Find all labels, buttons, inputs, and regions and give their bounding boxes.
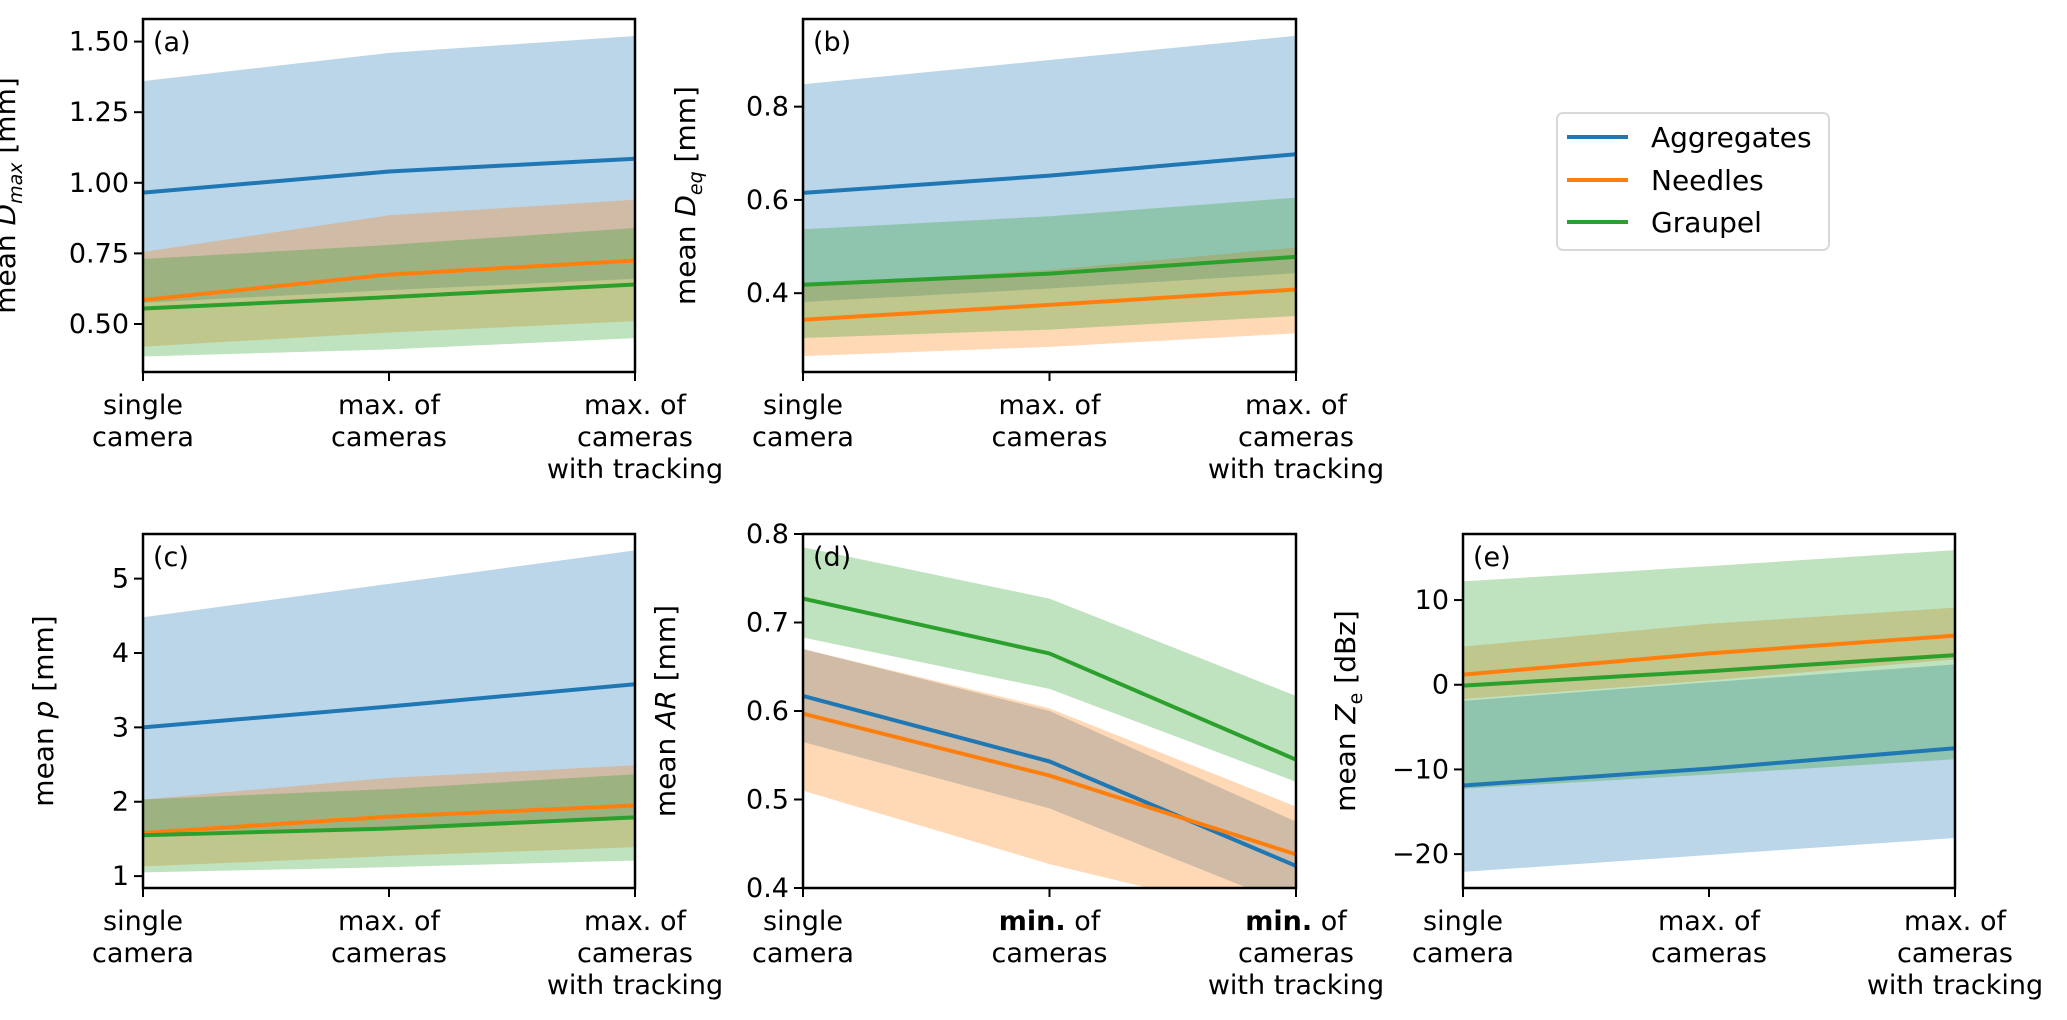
panel-b: 0.4 0.6 0.8 single camera max. of cameras max. … — [669, 17, 1384, 485]
y-tick-label: 1.00 — [69, 168, 129, 199]
y-tick-label: 0.75 — [69, 238, 129, 269]
y-tick-label: 10 — [1415, 585, 1449, 616]
y-tick-label: 0 — [1432, 670, 1449, 701]
band-needles — [803, 247, 1296, 357]
band-aggregates — [803, 35, 1296, 303]
panel-d: 0.4 0.5 0.6 0.7 0.8 single camera min. of camera… — [649, 519, 1384, 1001]
x-tick-label: max. of cameras — [1651, 906, 1767, 969]
plot-area — [1463, 550, 1955, 872]
y-tick-label: 4 — [112, 638, 129, 669]
legend-label-needles: Needles — [1651, 164, 1764, 197]
panel-letter: (e) — [1473, 542, 1511, 573]
y-tick-label: 1 — [112, 861, 129, 892]
x-tick-label: max. of cameras with tracking — [547, 906, 723, 1001]
panel-letter: (c) — [153, 542, 189, 573]
y-tick-label: 2 — [112, 787, 129, 818]
panel-letter: (d) — [813, 542, 851, 573]
panel-a: 0.50 0.75 1.00 1.25 1.50 single camera max. of c… — [0, 17, 723, 485]
y-tick-label: 0.4 — [746, 873, 789, 904]
y-axis-label: mean p [mm] — [27, 615, 60, 806]
panel-e: −20 −10 0 10 single camera max. of cameras max. … — [1329, 532, 2043, 1001]
legend-label-graupel: Graupel — [1651, 206, 1762, 239]
band-graupel — [143, 774, 635, 873]
band-graupel — [803, 547, 1296, 782]
band-graupel — [143, 227, 635, 357]
legend-frame — [1556, 112, 1830, 251]
band-aggregates — [143, 550, 635, 833]
y-axis-label: mean Dmax [mm] — [0, 77, 27, 314]
x-tick-label: max. of cameras with tracking — [1867, 906, 2043, 1001]
y-tick-label: 0.8 — [746, 519, 789, 550]
y-tick-label: −20 — [1392, 839, 1449, 870]
panel-letter: (b) — [813, 27, 851, 58]
plot-area — [803, 35, 1296, 357]
band-graupel — [803, 197, 1296, 338]
x-tick-label: max. of cameras — [331, 906, 447, 969]
y-tick-label: 0.5 — [746, 785, 789, 816]
y-tick-label: 0.6 — [746, 185, 789, 216]
plot-area — [143, 550, 635, 873]
y-tick-label: 0.7 — [746, 608, 789, 639]
plot-area — [143, 35, 635, 357]
y-tick-label: 0.6 — [746, 696, 789, 727]
x-tick-label: single camera — [752, 906, 854, 969]
y-axis-label: mean Ze [dBz] — [1329, 610, 1367, 812]
x-tick-label: min. of cameras with tracking — [1208, 906, 1384, 1001]
band-aggregates — [143, 35, 635, 303]
y-tick-label: 0.8 — [746, 92, 789, 123]
x-tick-label: single camera — [92, 906, 194, 969]
y-tick-label: 3 — [112, 712, 129, 743]
x-tick-label: single camera — [752, 390, 854, 453]
x-tick-label: min. of cameras — [991, 906, 1107, 969]
y-tick-label: 0.4 — [746, 278, 789, 309]
x-tick-label: max. of cameras — [991, 390, 1107, 453]
y-tick-label: 5 — [112, 564, 129, 595]
y-axis-label: mean Deq [mm] — [669, 86, 707, 305]
x-tick-label: max. of cameras with tracking — [547, 390, 723, 485]
x-tick-label: max. of cameras with tracking — [1208, 390, 1384, 485]
y-tick-label: 1.50 — [69, 27, 129, 58]
band-needles — [803, 649, 1296, 888]
y-tick-label: −10 — [1392, 754, 1449, 785]
plot-area — [803, 547, 1296, 888]
x-tick-label: single camera — [92, 390, 194, 453]
y-tick-label: 0.50 — [69, 309, 129, 340]
panel-c: 1 2 3 4 5 single camera max. of cameras max. of ca… — [27, 532, 723, 1001]
legend-label-aggregates: Aggregates — [1651, 121, 1812, 154]
y-tick-label: 1.25 — [69, 97, 129, 128]
y-axis-label: mean AR [mm] — [649, 605, 682, 817]
legend: Aggregates Needles Graupel — [1556, 112, 1830, 251]
band-aggregates — [803, 649, 1296, 888]
panel-letter: (a) — [153, 27, 191, 58]
x-tick-label: max. of cameras — [331, 390, 447, 453]
x-tick-label: single camera — [1412, 906, 1514, 969]
